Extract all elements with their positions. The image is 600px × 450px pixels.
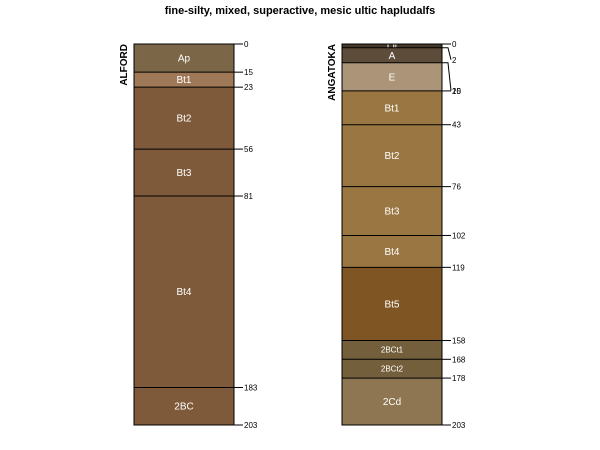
horizon-label: Ap [178, 54, 191, 65]
horizon-label: A [389, 51, 396, 62]
horizon-label: Bt3 [176, 168, 191, 179]
depth-label: 102 [452, 231, 466, 240]
depth-label: 15 [244, 68, 253, 77]
depth-label: 43 [452, 121, 461, 130]
horizon-alford-bt1 [134, 72, 234, 88]
horizon-label: Bt3 [384, 207, 399, 218]
depth-label: 81 [244, 192, 253, 201]
horizon-label: E [389, 72, 396, 83]
horizon-label: Bt2 [176, 114, 191, 125]
horizon-alford-bt3 [134, 149, 234, 197]
profile-name-angatoka: ANGATOKA [327, 44, 338, 101]
depth-label: 25 [452, 87, 461, 96]
depth-label: 76 [452, 183, 461, 192]
horizon-alford-2bc [134, 387, 234, 425]
horizon-label: Oi [387, 41, 397, 52]
horizon-label: Bt4 [176, 287, 191, 298]
horizon-alford-ap [134, 44, 234, 73]
horizon-label: 2Cd [383, 397, 401, 408]
horizon-angatoka-bt5 [342, 267, 442, 341]
horizon-label: Bt4 [384, 247, 399, 258]
horizon-angatoka-oi [342, 44, 442, 48]
horizon-angatoka-bt4 [342, 235, 442, 268]
horizon-angatoka-a [342, 47, 442, 63]
depth-label: 203 [452, 421, 466, 430]
horizon-angatoka-bt3 [342, 186, 442, 236]
horizon-angatoka-bt1 [342, 90, 442, 125]
depth-label: 2 [452, 56, 457, 65]
horizon-label: 2BCt1 [381, 346, 404, 355]
depth-label: 203 [244, 421, 258, 430]
depth-label: 10 [452, 87, 461, 96]
horizon-label: Bt2 [384, 151, 399, 162]
horizon-label: 2BC [174, 402, 193, 413]
depth-label: 178 [452, 374, 466, 383]
depth-label: 183 [244, 383, 258, 392]
depth-tick [442, 47, 452, 60]
chart-title: fine-silty, mixed, superactive, mesic ul… [164, 5, 436, 17]
horizon-label: Bt1 [176, 75, 191, 86]
depth-label: 23 [244, 83, 253, 92]
horizon-label: 2BCt2 [381, 364, 404, 373]
horizon-angatoka-2bct2 [342, 359, 442, 379]
depth-label: 56 [244, 145, 253, 154]
horizon-angatoka-bt2 [342, 124, 442, 187]
depth-tick [442, 62, 452, 91]
horizon-angatoka-2cd [342, 378, 442, 425]
depth-label: 0 [452, 40, 457, 49]
depth-label: 168 [452, 355, 466, 364]
depth-label: 0 [244, 40, 249, 49]
depth-label: 119 [452, 263, 465, 272]
horizon-label: Bt5 [384, 299, 399, 310]
horizon-alford-bt4 [134, 196, 234, 388]
profile-name-alford: ALFORD [119, 44, 130, 86]
horizon-label: Bt1 [384, 103, 399, 114]
depth-label: 158 [452, 337, 466, 346]
horizon-angatoka-e [342, 62, 442, 91]
profile-outline [133, 43, 235, 426]
horizon-alford-bt2 [134, 87, 234, 150]
horizon-angatoka-2bct1 [342, 340, 442, 360]
profile-outline [341, 43, 443, 426]
